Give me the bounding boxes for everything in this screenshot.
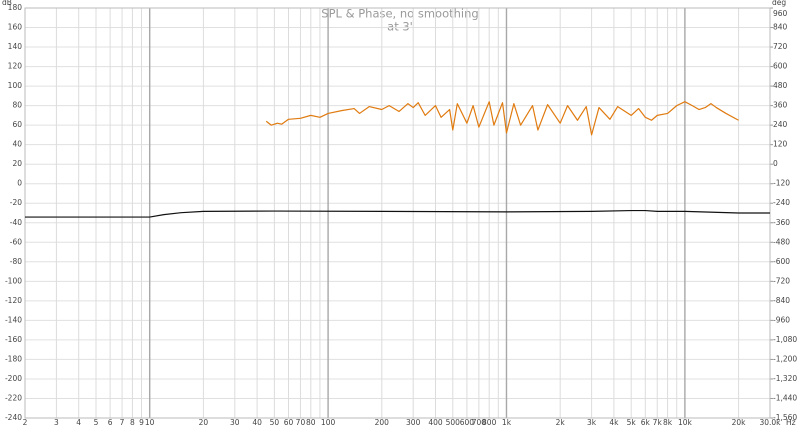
chart-subtitle: at 3': [387, 20, 413, 34]
series-line: [25, 209, 770, 218]
y-unit: dB: [2, 0, 12, 7]
x-tick-label: 20: [199, 418, 209, 427]
x-tick-label: 8: [130, 418, 135, 427]
y2-tick-label: -1,080: [773, 335, 797, 344]
x-tick-label: 30.0k: [759, 418, 781, 427]
y2-tick-label: -840: [773, 296, 790, 305]
y-tick-label: -240: [5, 413, 22, 422]
y2-tick-label: -720: [773, 276, 790, 285]
y-tick-label: 180: [8, 3, 23, 12]
x-tick-label: 30: [230, 418, 240, 427]
y-tick-label: 20: [12, 159, 22, 168]
x-tick-label: 20k: [732, 418, 747, 427]
y2-tick-label: 240: [773, 120, 788, 129]
y2-tick-label: -1,320: [773, 374, 797, 383]
y-tick-label: -140: [5, 315, 22, 324]
y-tick-label: -100: [5, 276, 22, 285]
y-tick-label: -220: [5, 393, 22, 402]
x-tick-label: 1k: [502, 418, 512, 427]
y2-tick-label: 0: [773, 159, 778, 168]
y-tick-label: 160: [8, 23, 23, 32]
x-tick-label: 400: [428, 418, 443, 427]
x-tick-label: 6: [108, 418, 113, 427]
x-tick-label: 3: [54, 418, 59, 427]
y2-tick-label: 480: [773, 81, 788, 90]
series-line: [265, 101, 739, 136]
x-tick-label: 6k: [641, 418, 651, 427]
y2-tick-label: -480: [773, 237, 790, 246]
y2-tick-label: -240: [773, 198, 790, 207]
x-tick-label: 2: [23, 418, 28, 427]
x-tick-label: 10: [145, 418, 155, 427]
x-tick-label: 600: [460, 418, 475, 427]
y-tick-label: 80: [12, 101, 22, 110]
y-tick-label: 100: [8, 81, 23, 90]
y2-tick-label: -1,200: [773, 354, 797, 363]
x-tick-label: 60: [284, 418, 294, 427]
y-tick-label: 40: [12, 140, 22, 149]
x-tick-label: 5k: [627, 418, 637, 427]
y-tick-label: -180: [5, 354, 22, 363]
y-tick-label: -120: [5, 296, 22, 305]
x-tick-label: 7k: [653, 418, 663, 427]
y2-tick-label: -600: [773, 257, 790, 266]
x-tick-label: 500: [446, 418, 461, 427]
y2-unit: deg: [772, 0, 786, 7]
x-tick-label: 5: [94, 418, 99, 427]
y2-tick-label: 840: [773, 23, 788, 32]
y2-tick-label: 120: [773, 140, 788, 149]
x-tick-label: 3k: [587, 418, 597, 427]
y2-tick-label: -1,560: [773, 413, 797, 422]
x-tick-label: 80: [306, 418, 316, 427]
y-tick-label: 120: [8, 62, 23, 71]
x-tick-label: 800: [482, 418, 497, 427]
x-tick-label: 4: [76, 418, 81, 427]
x-tick-label: 9: [139, 418, 144, 427]
y-tick-label: -40: [10, 218, 22, 227]
y-tick-label: 60: [12, 120, 22, 129]
x-tick-label: 10k: [678, 418, 693, 427]
y-tick-label: -20: [10, 198, 22, 207]
y2-tick-label: -960: [773, 315, 790, 324]
y-tick-label: -80: [10, 257, 22, 266]
x-tick-label: 8k: [663, 418, 673, 427]
y2-tick-label: -1,440: [773, 393, 797, 402]
x-tick-label: 700: [472, 418, 487, 427]
x-tick-label: 200: [375, 418, 390, 427]
y2-tick-label: 360: [773, 101, 788, 110]
y-tick-label: 0: [17, 179, 22, 188]
x-tick-label: 50: [270, 418, 280, 427]
y2-tick-label: 960: [773, 9, 788, 18]
y-tick-label: -200: [5, 374, 22, 383]
y2-tick-label: 600: [773, 62, 788, 71]
x-tick-label: 2k: [556, 418, 566, 427]
x-tick-label: 4k: [609, 418, 619, 427]
x-unit: Hz: [786, 418, 796, 427]
x-tick-label: 40: [252, 418, 262, 427]
y-tick-label: 140: [8, 42, 23, 51]
x-tick-label: 300: [406, 418, 421, 427]
x-tick-label: 100: [321, 418, 336, 427]
y2-tick-label: -360: [773, 218, 790, 227]
x-tick-label: 70: [296, 418, 306, 427]
y2-tick-label: 720: [773, 42, 788, 51]
x-tick-label: 7: [120, 418, 125, 427]
y-tick-label: -60: [10, 237, 22, 246]
y-tick-label: -160: [5, 335, 22, 344]
chart-title: SPL & Phase, no smoothing: [321, 7, 478, 21]
y2-tick-label: -120: [773, 179, 790, 188]
